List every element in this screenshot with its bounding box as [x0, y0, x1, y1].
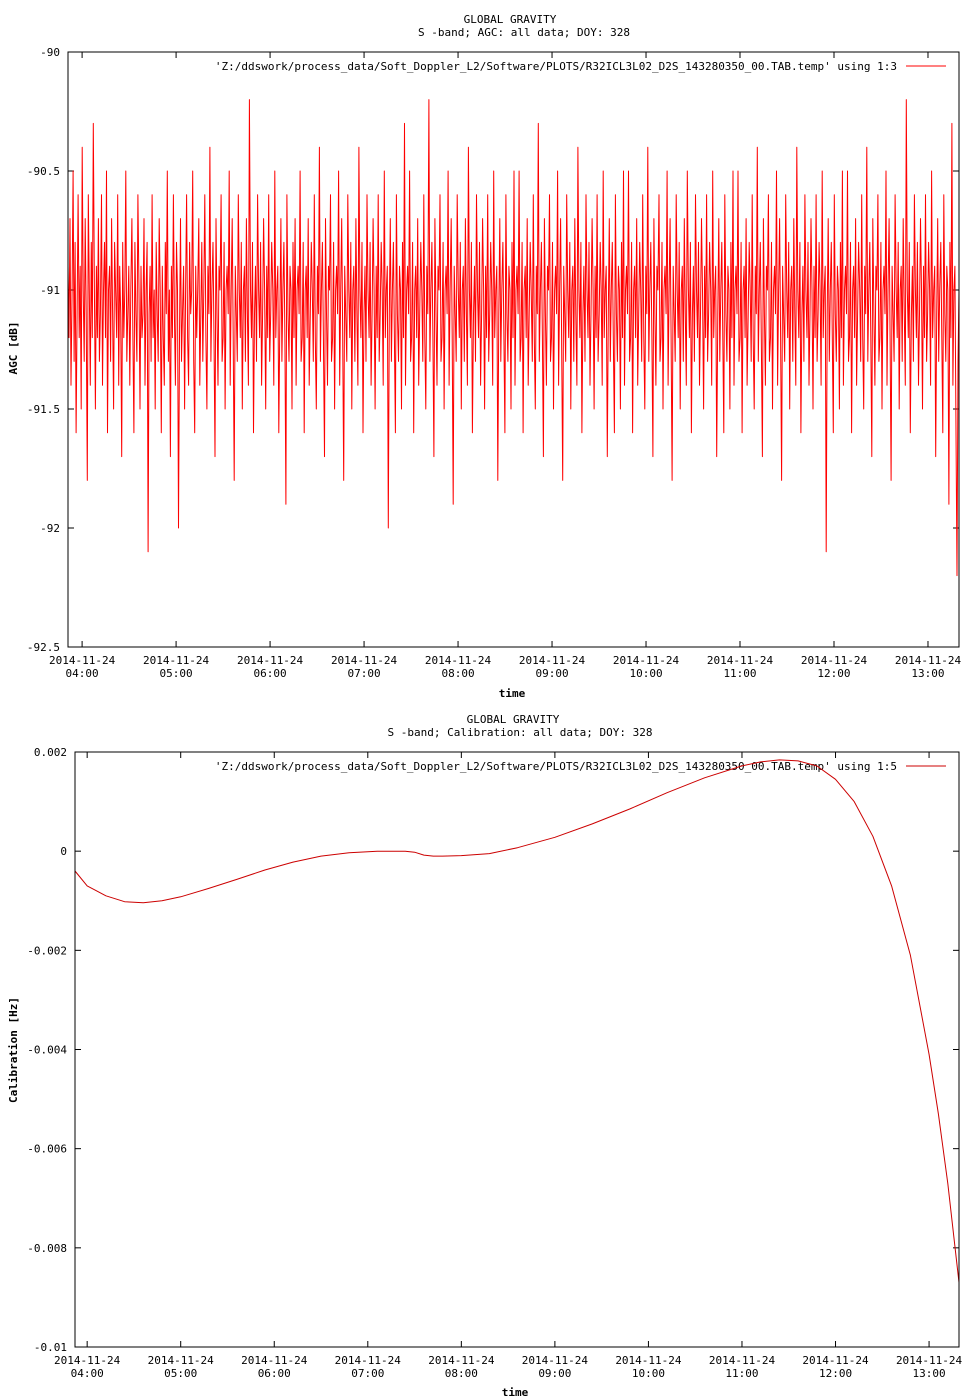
- chart-agc-ytick-label: -91.5: [27, 403, 60, 416]
- chart-cal-ytick-label: -0.01: [34, 1341, 67, 1354]
- chart-cal-xtick-date: 2014-11-24: [241, 1354, 308, 1367]
- chart-agc-subtitle: S -band; AGC: all data; DOY: 328: [418, 26, 630, 39]
- chart-agc-ytick-label: -92.5: [27, 641, 60, 654]
- chart-cal-xlabel: time: [502, 1386, 529, 1399]
- chart-cal-xtick-date: 2014-11-24: [148, 1354, 215, 1367]
- chart-cal-plot-frame: [74, 751, 960, 1348]
- chart-cal-ytick-label: 0: [60, 845, 67, 858]
- chart-cal-xtick-time: 12:00: [819, 1367, 852, 1380]
- chart-agc-xtick-date: 2014-11-24: [331, 654, 398, 667]
- chart-cal-series-line: [74, 759, 960, 1283]
- chart-agc-xtick-date: 2014-11-24: [425, 654, 492, 667]
- chart-agc-title: GLOBAL GRAVITY: [464, 13, 557, 26]
- chart-cal-ytick-label: -0.006: [27, 1143, 67, 1156]
- chart-agc-xtick-time: 13:00: [911, 667, 944, 680]
- chart-cal-xtick-date: 2014-11-24: [802, 1354, 869, 1367]
- chart-agc-ytick-label: -92: [40, 522, 60, 535]
- chart-agc-xtick-time: 09:00: [535, 667, 568, 680]
- chart-cal-xtick-time: 07:00: [351, 1367, 384, 1380]
- chart-cal-xtick-date: 2014-11-24: [709, 1354, 776, 1367]
- chart-cal-xtick-date: 2014-11-24: [896, 1354, 963, 1367]
- chart-agc-xtick-date: 2014-11-24: [895, 654, 962, 667]
- chart-cal-xtick-time: 04:00: [71, 1367, 104, 1380]
- chart-agc-plot-frame: [67, 51, 960, 648]
- chart-agc-ytick-label: -91: [40, 284, 60, 297]
- chart-cal-ytick-label: -0.002: [27, 944, 67, 957]
- chart-agc-xtick-time: 11:00: [723, 667, 756, 680]
- chart-agc-xtick-date: 2014-11-24: [49, 654, 116, 667]
- chart-agc-ytick-label: -90: [40, 46, 60, 59]
- chart-agc: GLOBAL GRAVITY S -band; AGC: all data; D…: [7, 13, 961, 700]
- chart-agc-xtick-time: 06:00: [254, 667, 287, 680]
- chart-cal-ytick-label: -0.008: [27, 1242, 67, 1255]
- chart-cal-xtick-time: 08:00: [445, 1367, 478, 1380]
- chart-agc-xtick-time: 10:00: [629, 667, 662, 680]
- chart-cal-subtitle: S -band; Calibration: all data; DOY: 328: [388, 726, 653, 739]
- chart-agc-ylabel: AGC [dB]: [7, 322, 20, 375]
- chart-agc-xtick-time: 08:00: [441, 667, 474, 680]
- chart-agc-series-line: [67, 99, 960, 577]
- chart-agc-xtick-time: 07:00: [347, 667, 380, 680]
- chart-agc-ytick-label: -90.5: [27, 165, 60, 178]
- chart-cal-title: GLOBAL GRAVITY: [467, 713, 560, 726]
- chart-cal-xtick-date: 2014-11-24: [428, 1354, 495, 1367]
- chart-cal-xtick-date: 2014-11-24: [54, 1354, 121, 1367]
- chart-cal-xtick-date: 2014-11-24: [522, 1354, 589, 1367]
- chart-cal-xtick-date: 2014-11-24: [615, 1354, 682, 1367]
- chart-calibration: GLOBAL GRAVITY S -band; Calibration: all…: [7, 713, 963, 1399]
- chart-cal-xtick-time: 13:00: [913, 1367, 946, 1380]
- chart-cal-xtick-time: 11:00: [725, 1367, 758, 1380]
- chart-cal-ytick-label: 0.002: [34, 746, 67, 759]
- chart-cal-legend-label: 'Z:/ddswork/process_data/Soft_Doppler_L2…: [215, 760, 897, 773]
- chart-agc-xtick-time: 04:00: [66, 667, 99, 680]
- chart-cal-xtick-time: 10:00: [632, 1367, 665, 1380]
- chart-cal-ylabel: Calibration [Hz]: [7, 997, 20, 1103]
- chart-cal-xtick-time: 06:00: [258, 1367, 291, 1380]
- chart-cal-xtick-date: 2014-11-24: [335, 1354, 402, 1367]
- chart-agc-xtick-date: 2014-11-24: [519, 654, 586, 667]
- chart-agc-legend-label: 'Z:/ddswork/process_data/Soft_Doppler_L2…: [215, 60, 897, 73]
- chart-cal-xtick-time: 05:00: [164, 1367, 197, 1380]
- chart-agc-xtick-date: 2014-11-24: [707, 654, 774, 667]
- chart-cal-xtick-time: 09:00: [538, 1367, 571, 1380]
- chart-agc-xtick-date: 2014-11-24: [143, 654, 210, 667]
- chart-agc-xtick-time: 12:00: [817, 667, 850, 680]
- chart-agc-xtick-date: 2014-11-24: [613, 654, 680, 667]
- chart-agc-xlabel: time: [499, 687, 526, 700]
- chart-agc-xtick-time: 05:00: [160, 667, 193, 680]
- chart-cal-ytick-label: -0.004: [27, 1044, 67, 1057]
- chart-agc-xtick-date: 2014-11-24: [237, 654, 304, 667]
- chart-agc-xtick-date: 2014-11-24: [801, 654, 868, 667]
